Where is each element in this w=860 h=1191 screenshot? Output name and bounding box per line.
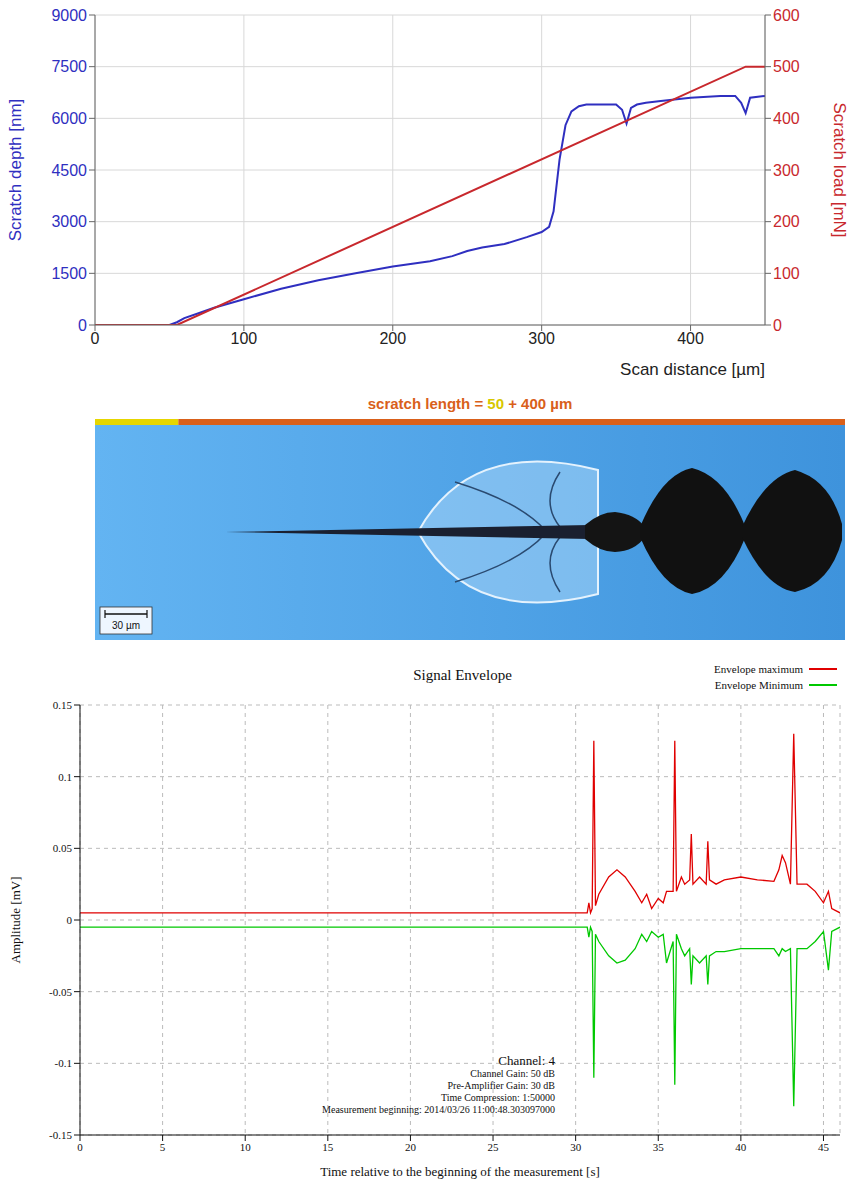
svg-text:-0.05: -0.05	[49, 986, 72, 998]
svg-text:Scan distance [µm]: Scan distance [µm]	[620, 360, 765, 379]
svg-text:6000: 6000	[51, 110, 87, 127]
svg-text:0: 0	[67, 914, 73, 926]
svg-text:40: 40	[735, 1141, 747, 1153]
svg-text:scratch length = 50 + 400 µm: scratch length = 50 + 400 µm	[368, 395, 573, 412]
svg-text:9000: 9000	[51, 7, 87, 24]
svg-text:45: 45	[818, 1141, 830, 1153]
svg-text:Scratch load [mN]: Scratch load [mN]	[830, 102, 849, 237]
svg-text:100: 100	[773, 265, 800, 282]
svg-text:30: 30	[570, 1141, 582, 1153]
svg-text:500: 500	[773, 58, 800, 75]
svg-text:3000: 3000	[51, 213, 87, 230]
svg-text:0.15: 0.15	[53, 699, 73, 711]
html-text:Signal Envelope: Signal Envelope	[413, 667, 512, 683]
html-text:Envelope Minimum: Envelope Minimum	[714, 679, 803, 691]
svg-text:100: 100	[231, 330, 258, 347]
svg-text:35: 35	[653, 1141, 665, 1153]
svg-text:400: 400	[677, 330, 704, 347]
svg-text:0: 0	[77, 1141, 83, 1153]
svg-text:1500: 1500	[51, 265, 87, 282]
svg-text:0: 0	[78, 317, 87, 334]
svg-text:-0.1: -0.1	[55, 1057, 72, 1069]
svg-text:20: 20	[405, 1141, 417, 1153]
svg-text:0.05: 0.05	[53, 842, 73, 854]
svg-text:300: 300	[528, 330, 555, 347]
svg-text:600: 600	[773, 7, 800, 24]
html-text:Channel Gain: 50 dB: Channel Gain: 50 dB	[470, 1068, 555, 1079]
svg-text:300: 300	[773, 162, 800, 179]
svg-text:200: 200	[379, 330, 406, 347]
svg-text:0.1: 0.1	[58, 771, 72, 783]
html-text:Measurement beginning: 2014/03: Measurement beginning: 2014/03/26 11:00:…	[322, 1104, 555, 1115]
svg-text:Amplitude [mV]: Amplitude [mV]	[8, 876, 23, 963]
html-text:Time Compression: 1:50000: Time Compression: 1:50000	[440, 1092, 555, 1103]
svg-text:4500: 4500	[51, 162, 87, 179]
svg-text:5: 5	[160, 1141, 166, 1153]
svg-text:Time relative to the beginning: Time relative to the beginning of the me…	[320, 1164, 600, 1179]
svg-text:-0.15: -0.15	[49, 1129, 72, 1141]
svg-text:25: 25	[488, 1141, 500, 1153]
svg-text:30 µm: 30 µm	[112, 620, 140, 631]
svg-text:200: 200	[773, 213, 800, 230]
html-text:Envelope maximum: Envelope maximum	[714, 663, 803, 675]
svg-text:0: 0	[91, 330, 100, 347]
svg-text:10: 10	[240, 1141, 252, 1153]
svg-text:400: 400	[773, 110, 800, 127]
svg-text:0: 0	[773, 317, 782, 334]
html-text:Channel: 4: Channel: 4	[498, 1053, 555, 1068]
svg-text:Scratch depth [nm]: Scratch depth [nm]	[6, 99, 25, 242]
svg-text:7500: 7500	[51, 58, 87, 75]
html-text:Pre-Amplifier Gain: 30 dB: Pre-Amplifier Gain: 30 dB	[447, 1080, 555, 1091]
svg-text:15: 15	[322, 1141, 334, 1153]
